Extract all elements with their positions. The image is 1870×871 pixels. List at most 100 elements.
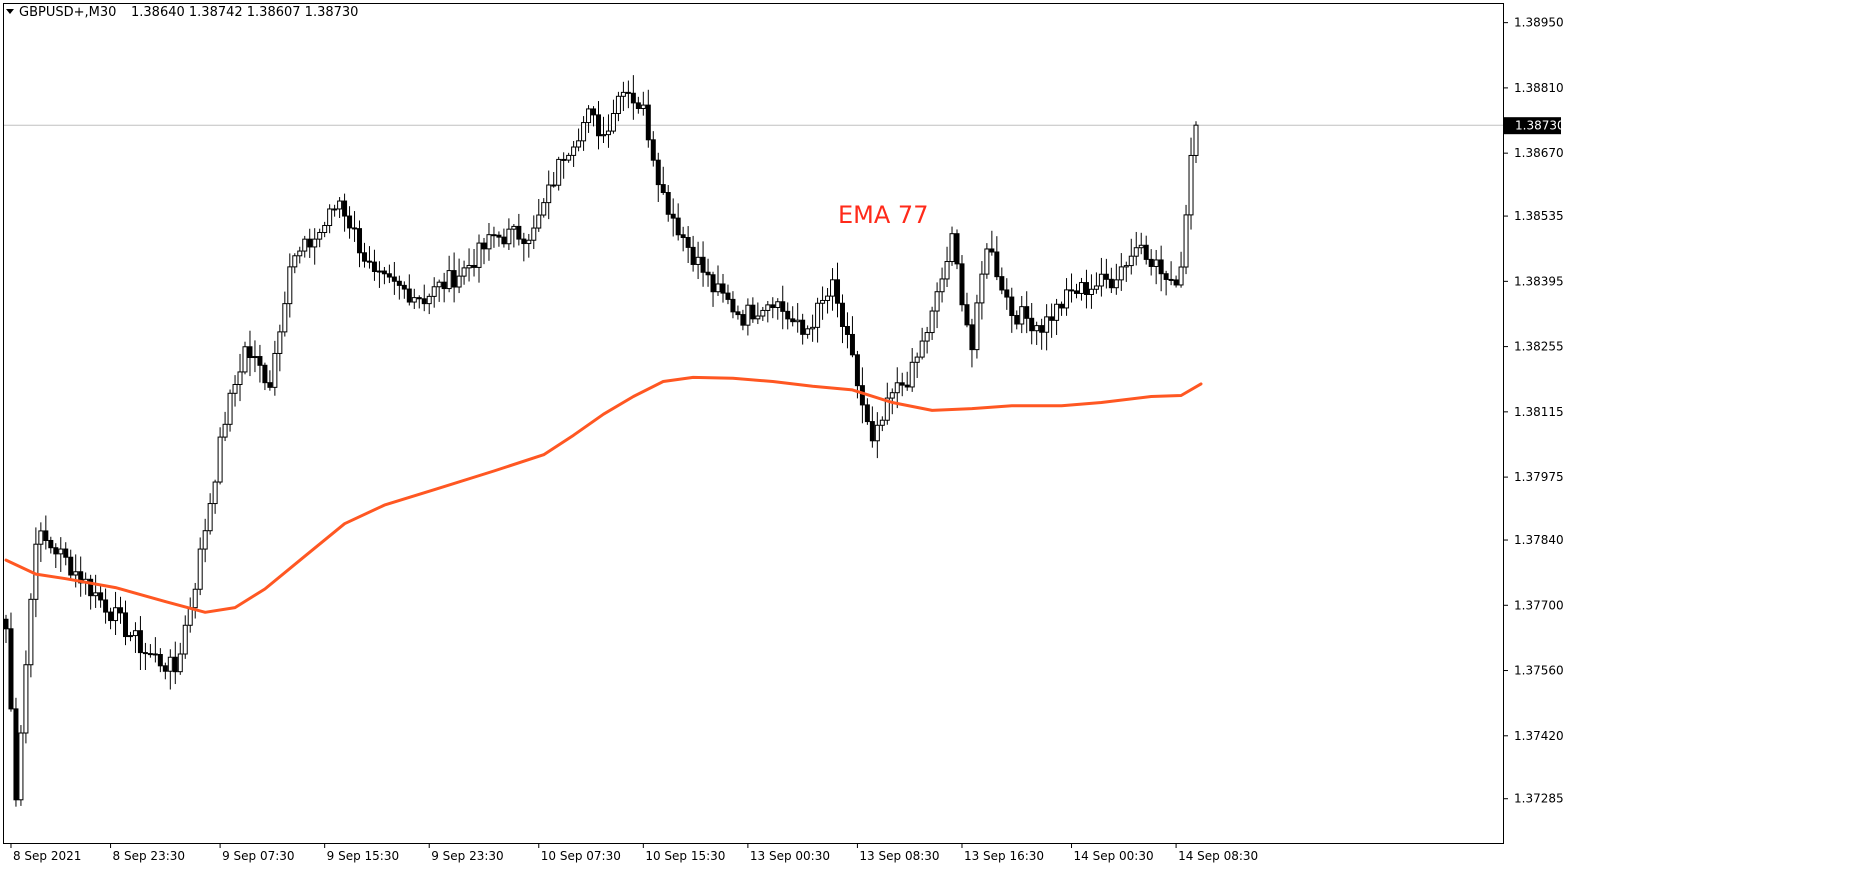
candle — [665, 185, 671, 222]
candle-body-bear — [307, 238, 313, 248]
candle-body-bull — [949, 233, 955, 263]
candle — [212, 479, 218, 514]
candle-body-bear — [1014, 315, 1020, 325]
candle-body-bear — [53, 547, 59, 555]
candle — [172, 641, 178, 685]
candle-body-bull — [227, 392, 233, 425]
candle-body-bear — [720, 283, 726, 294]
candle — [272, 340, 278, 396]
candle-body-bear — [441, 281, 447, 290]
candle-body-bear — [835, 279, 841, 304]
candle — [655, 152, 661, 202]
candle — [710, 271, 716, 307]
candle — [63, 542, 69, 566]
candle — [586, 105, 592, 133]
candle — [620, 81, 626, 112]
candle — [471, 248, 477, 277]
candle — [1083, 269, 1089, 309]
candle-body-bull — [1034, 325, 1040, 332]
candle — [1183, 204, 1189, 275]
candle-body-bull — [586, 108, 592, 124]
candle — [461, 260, 467, 285]
candlesticks — [3, 75, 1199, 807]
candle-body-bull — [1019, 306, 1025, 325]
candle — [13, 697, 19, 807]
candle — [700, 241, 706, 287]
candle — [994, 236, 1000, 281]
candle — [137, 616, 143, 671]
candle — [446, 255, 452, 293]
candle-body-bear — [396, 280, 402, 286]
candle-body-bear — [401, 284, 407, 290]
candle — [68, 549, 74, 580]
candle-body-bull — [640, 104, 646, 109]
candle — [775, 298, 781, 320]
time-axis[interactable]: 8 Sep 2021 8 Sep 23:30 9 Sep 07:30 9 Sep 15… — [10, 843, 1258, 863]
candle-body-bull — [974, 302, 980, 351]
candle-body-bear — [685, 237, 691, 248]
candle-body-bull — [23, 664, 29, 734]
candle-body-bull — [1054, 303, 1060, 321]
candle-body-bear — [969, 324, 975, 351]
candle-body-bear — [391, 276, 397, 282]
candle-body-bear — [88, 578, 94, 597]
candle-body-bull — [1128, 255, 1134, 267]
candle-body-bear — [43, 530, 49, 541]
candle — [979, 261, 985, 320]
candle-body-bear — [989, 248, 995, 253]
candle-body-bull — [277, 331, 283, 354]
candle-body-bull — [217, 436, 223, 483]
candle-body-bull — [939, 278, 945, 293]
candle — [1153, 249, 1159, 285]
candle — [1108, 267, 1114, 294]
y-tick-label: 1.38395 — [1514, 274, 1564, 288]
candle-body-bear — [665, 192, 671, 215]
candle-body-bull — [566, 154, 572, 161]
candle — [1069, 273, 1075, 303]
candle — [839, 294, 845, 344]
candle-body-bull — [237, 371, 243, 385]
candle-body-bull — [695, 256, 701, 265]
candle — [790, 306, 796, 327]
candle — [317, 228, 323, 248]
candle-body-bull — [1044, 316, 1050, 333]
candle — [232, 375, 238, 407]
candle-body-bull — [252, 356, 258, 359]
candle-body-bull — [426, 295, 432, 305]
candle-body-bull — [287, 266, 293, 305]
candle-body-bull — [436, 281, 442, 288]
candle — [18, 725, 24, 806]
candle — [894, 367, 900, 409]
candle — [386, 264, 392, 284]
candle — [411, 288, 417, 309]
candle — [635, 96, 641, 114]
candle-body-bull — [187, 607, 193, 626]
candle — [1093, 272, 1099, 294]
candle-body-bull — [556, 158, 562, 186]
candle — [297, 246, 303, 264]
candle — [825, 288, 831, 314]
candle — [864, 398, 870, 425]
candle — [964, 292, 970, 328]
candle-body-bear — [347, 215, 353, 229]
candle — [113, 591, 119, 636]
candle-body-bull — [979, 273, 985, 304]
candle-body-bear — [68, 556, 74, 576]
y-tick-label: 1.38115 — [1514, 405, 1564, 419]
candle — [974, 294, 980, 359]
candle-body-bull — [197, 548, 203, 590]
candle-body-bear — [994, 251, 1000, 278]
candle — [182, 615, 188, 659]
symbol-header[interactable]: GBPUSD+,M30 1.38640 1.38742 1.38607 1.38… — [6, 5, 358, 20]
price-axis[interactable]: 1.38950 1.38810 1.38670 1.38535 1.38395 1.382… — [1503, 16, 1564, 806]
candle-body-bear — [122, 612, 128, 638]
candle-body-bear — [366, 260, 372, 263]
candle-body-bull — [884, 397, 890, 421]
candle — [501, 228, 507, 248]
candle-body-bear — [959, 263, 965, 306]
candle — [327, 204, 333, 234]
candle-body-bull — [113, 607, 119, 622]
dropdown-triangle-icon[interactable] — [6, 9, 14, 14]
candle-body-bear — [625, 91, 631, 94]
